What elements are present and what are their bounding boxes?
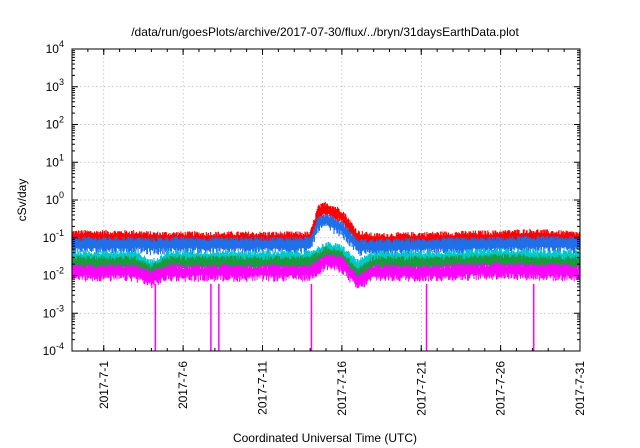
y-tick-label: 104	[46, 39, 64, 56]
y-tick-label: 101	[46, 152, 64, 169]
x-axis-label: Coordinated Universal Time (UTC)	[233, 431, 417, 445]
x-tick-label: 2017-7-31	[573, 361, 587, 416]
y-tick-label: 102	[46, 115, 64, 132]
x-tick-label: 2017-7-1	[97, 361, 111, 409]
y-tick-label: 10-4	[43, 341, 64, 358]
y-axis: 10-4 10-3 10-2 10-1 100 101 102 103 104	[43, 39, 580, 358]
series-layer	[71, 201, 581, 289]
x-tick-label: 2017-7-6	[176, 361, 190, 409]
y-tick-label: 103	[46, 77, 64, 94]
grid	[72, 48, 581, 352]
x-tick-label: 2017-7-26	[494, 361, 508, 416]
dropout-layer	[154, 283, 535, 351]
x-axis: 2017-7-1 2017-7-6 2017-7-11 2017-7-16 2017-7…	[71, 49, 587, 416]
x-tick-label: 2017-7-11	[256, 361, 270, 415]
y-tick-label: 100	[46, 190, 64, 207]
x-tick-label: 2017-7-16	[335, 361, 349, 416]
chart-title: /data/run/goesPlots/archive/2017-07-30/f…	[131, 25, 519, 39]
y-tick-label: 10-3	[43, 303, 64, 320]
x-tick-label: 2017-7-21	[414, 361, 428, 416]
y-axis-label: cSv/day	[15, 179, 29, 222]
y-tick-label: 10-1	[43, 228, 64, 245]
y-tick-label: 10-2	[43, 266, 64, 283]
